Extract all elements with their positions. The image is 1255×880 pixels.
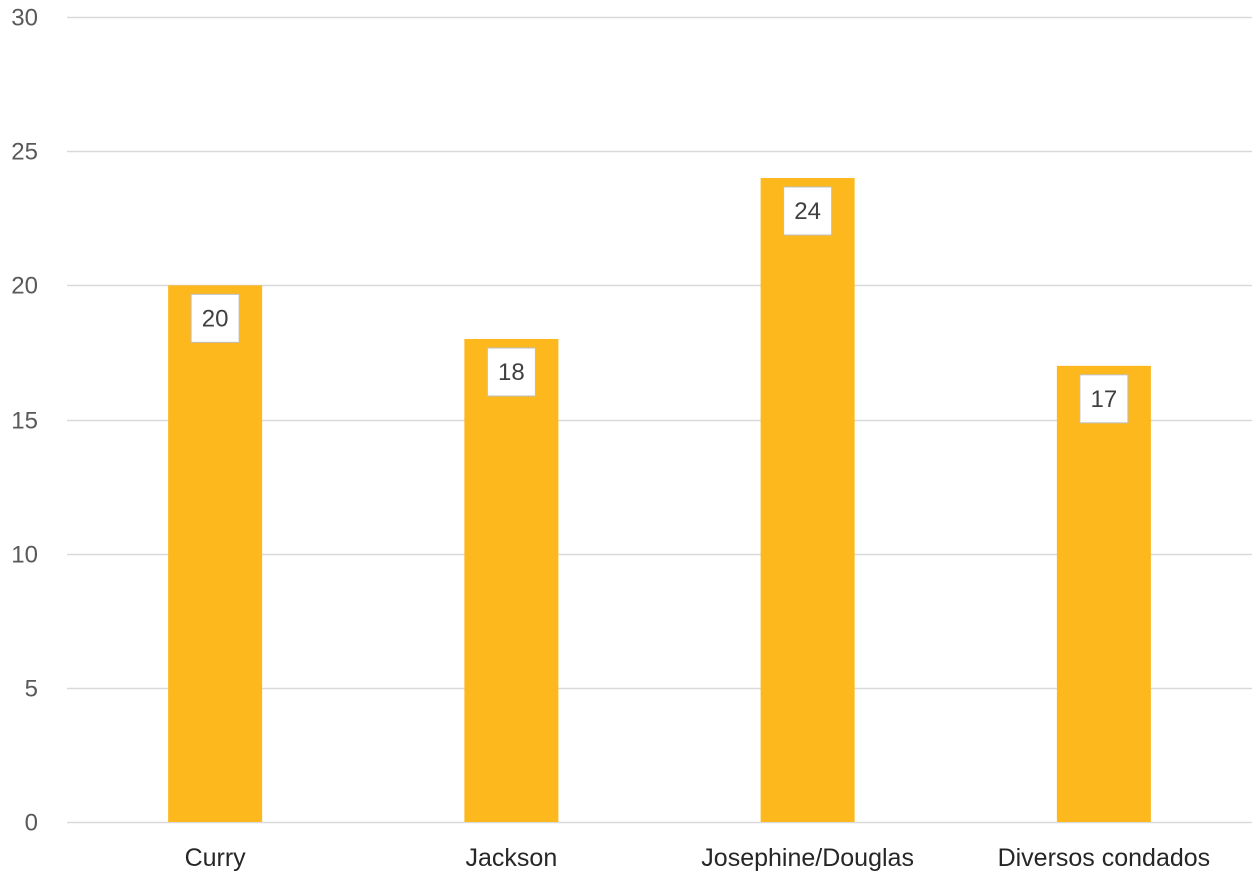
- y-tick-label-10: 10: [11, 542, 38, 569]
- category-label-1: Jackson: [466, 844, 558, 872]
- y-tick-label-5: 5: [25, 676, 38, 703]
- data-label-0: 20: [202, 305, 229, 332]
- gridlines: [67, 16, 1252, 824]
- category-label-3: Diversos condados: [998, 844, 1211, 872]
- y-axis-ticks: 0 5 10 15 20 25 30: [11, 5, 38, 837]
- data-label-2: 24: [794, 198, 821, 225]
- bar-1: [464, 339, 559, 822]
- data-labels: 20 18 24 17: [190, 186, 1129, 424]
- data-label-box-2: [783, 186, 833, 236]
- y-tick-label-30: 30: [11, 5, 38, 32]
- bar-0: [168, 285, 263, 822]
- x-axis-categories: Curry Jackson Josephine/Douglas Diversos co…: [185, 844, 1211, 872]
- y-tick-label-20: 20: [11, 273, 38, 300]
- data-label-3: 17: [1091, 386, 1118, 413]
- data-label-box-3: [1079, 374, 1129, 424]
- category-label-2: Josephine/Douglas: [701, 844, 914, 872]
- data-label-1: 18: [498, 359, 525, 386]
- bars: [168, 178, 1151, 822]
- bar-3: [1056, 365, 1151, 822]
- bar-2: [760, 178, 855, 822]
- data-label-box-0: [190, 293, 240, 343]
- data-label-box-1: [486, 347, 536, 397]
- y-tick-label-15: 15: [11, 408, 38, 435]
- y-tick-label-0: 0: [25, 810, 38, 837]
- category-label-0: Curry: [185, 844, 247, 872]
- y-tick-label-25: 25: [11, 139, 38, 166]
